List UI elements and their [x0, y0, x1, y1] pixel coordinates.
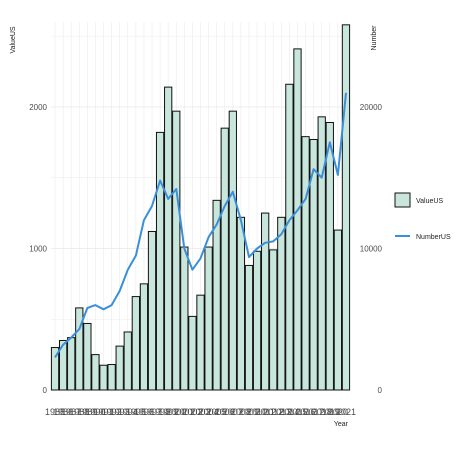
x-tick-label: 2006	[215, 407, 235, 417]
x-tick-label: 1998	[150, 407, 170, 417]
x-tick-label: 1985	[45, 407, 65, 417]
bar-1996	[139, 283, 149, 391]
x-axis-title: Year	[334, 421, 349, 428]
bar-1999	[164, 86, 173, 391]
x-tick-label: 2015	[287, 407, 307, 417]
y-axis-title: ValueUS	[10, 26, 17, 53]
x-tick-label: 1990	[85, 407, 105, 417]
bar-1995	[131, 296, 140, 391]
x-tick-label: 2001	[174, 407, 194, 417]
x-tick-label: 2021	[336, 407, 356, 417]
bar-2020	[333, 229, 343, 391]
bar-1985	[50, 347, 60, 391]
x-tick-label: 1991	[94, 407, 114, 417]
bar-2001	[180, 246, 189, 391]
bar-1991	[99, 364, 108, 391]
x-tick-label: 2014	[279, 407, 299, 417]
x-tick-label: 2009	[239, 407, 259, 417]
line-NumberUS	[54, 92, 347, 358]
bar-2007	[228, 110, 237, 391]
bar-2010	[252, 250, 262, 391]
bar-1998	[155, 131, 165, 391]
x-tick-label: 2018	[312, 407, 332, 417]
x-tick-label: 1989	[77, 407, 97, 417]
x-tick-label: 2012	[263, 407, 283, 417]
bar-1987	[67, 337, 76, 391]
x-tick-label: 2002	[182, 407, 202, 417]
legend-label-NumberUS: NumberUS	[416, 234, 451, 241]
legend-label-ValueUS: ValueUS	[416, 198, 443, 205]
bar-2019	[325, 121, 334, 391]
bar-1988	[75, 307, 84, 391]
x-tick-label: 2008	[231, 407, 251, 417]
bar-2009	[244, 264, 254, 391]
bar-2016	[301, 136, 310, 391]
bar-2002	[188, 315, 197, 391]
x-tick-label: 1987	[61, 407, 81, 417]
legend-key-ValueUS	[394, 192, 411, 208]
x-tick-label: 1992	[102, 407, 122, 417]
bar-2012	[269, 249, 278, 391]
y2-tick-label: 10000	[360, 244, 383, 253]
bar-2004	[204, 246, 213, 391]
bar-2013	[277, 216, 286, 391]
bar-2015	[293, 48, 302, 391]
bar-1986	[58, 339, 68, 391]
bar-2011	[261, 212, 270, 391]
bar-2014	[285, 83, 294, 391]
x-tick-label: 2016	[296, 407, 316, 417]
bar-2000	[172, 110, 181, 391]
bar-2005	[212, 199, 221, 391]
x-tick-label: 1999	[158, 407, 178, 417]
y2-tick-label: 0	[378, 386, 383, 395]
x-tick-label: 1996	[134, 407, 154, 417]
x-tick-label: 2010	[247, 407, 267, 417]
x-tick-label: 2000	[166, 407, 186, 417]
x-tick-label: 2013	[271, 407, 291, 417]
bar-1993	[115, 345, 124, 391]
x-tick-label: 2017	[304, 407, 324, 417]
bar-1989	[83, 322, 92, 391]
bar-1997	[147, 230, 157, 391]
x-tick-label: 1986	[53, 407, 73, 417]
x-tick-label: 2007	[223, 407, 243, 417]
x-tick-label: 2020	[328, 407, 348, 417]
x-tick-label: 2003	[190, 407, 210, 417]
bar-1994	[123, 331, 132, 391]
bar-2021	[341, 24, 351, 391]
x-tick-label: 2004	[199, 407, 219, 417]
bar-2003	[196, 294, 205, 391]
y-tick-label: 0	[43, 386, 48, 395]
bar-2008	[236, 216, 246, 391]
x-tick-label: 2005	[207, 407, 227, 417]
bar-2018	[317, 116, 326, 391]
x-tick-label: 1995	[126, 407, 146, 417]
bar-1990	[91, 354, 100, 391]
y2-tick-label: 20000	[360, 103, 383, 112]
bar-1992	[107, 364, 116, 391]
bar-2017	[309, 138, 318, 391]
y2-axis-title: Number	[371, 25, 378, 51]
x-tick-label: 1997	[142, 407, 162, 417]
x-tick-label: 2019	[320, 407, 340, 417]
x-tick-label: 1993	[110, 407, 130, 417]
y-tick-label: 1000	[29, 244, 47, 253]
x-tick-label: 1994	[118, 407, 138, 417]
x-tick-label: 2011	[255, 407, 274, 417]
bar-2006	[220, 127, 229, 391]
y-tick-label: 2000	[29, 103, 47, 112]
x-tick-label: 1988	[69, 407, 89, 417]
